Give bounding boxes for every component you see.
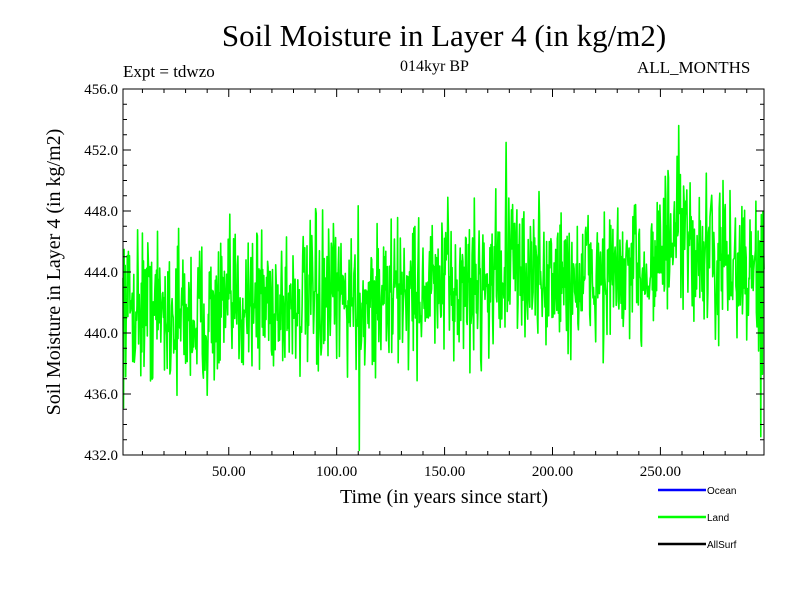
x-tick-label: 150.00 <box>424 464 465 480</box>
legend-label-allsurf: AllSurf <box>707 540 737 551</box>
x-tick-label: 250.00 <box>640 464 681 480</box>
series-layer <box>122 124 765 452</box>
y-tick-label: 452.0 <box>84 143 118 159</box>
legend: Ocean Land AllSurf <box>658 486 737 551</box>
y-axis-label: Soil Moisture in Layer 4 (in kg/m2) <box>43 129 65 416</box>
x-tick-label: 200.00 <box>532 464 573 480</box>
y-tick-label: 444.0 <box>84 265 118 281</box>
y-tick-label: 448.0 <box>84 204 118 220</box>
y-tick-label: 440.0 <box>84 326 118 342</box>
chart-subtitle: 014kyr BP <box>400 58 469 75</box>
series-line-land <box>122 124 765 452</box>
axes-layer: 432.0 436.0 440.0 444.0 448.0 452.0 456.0 50.00… <box>43 82 764 508</box>
x-axis-label: Time (in years since start) <box>340 486 548 508</box>
experiment-label: Expt = tdwzo <box>123 62 215 81</box>
y-tick-label: 456.0 <box>84 82 118 98</box>
chart-title: Soil Moisture in Layer 4 (in kg/m2) <box>221 18 667 53</box>
legend-label-ocean: Ocean <box>707 486 736 497</box>
y-tick-label: 436.0 <box>84 387 118 403</box>
x-tick-label: 50.00 <box>212 464 246 480</box>
x-tick-label: 100.00 <box>316 464 357 480</box>
y-tick-label: 432.0 <box>84 448 118 464</box>
legend-label-land: Land <box>707 513 729 524</box>
months-label: ALL_MONTHS <box>637 58 751 77</box>
